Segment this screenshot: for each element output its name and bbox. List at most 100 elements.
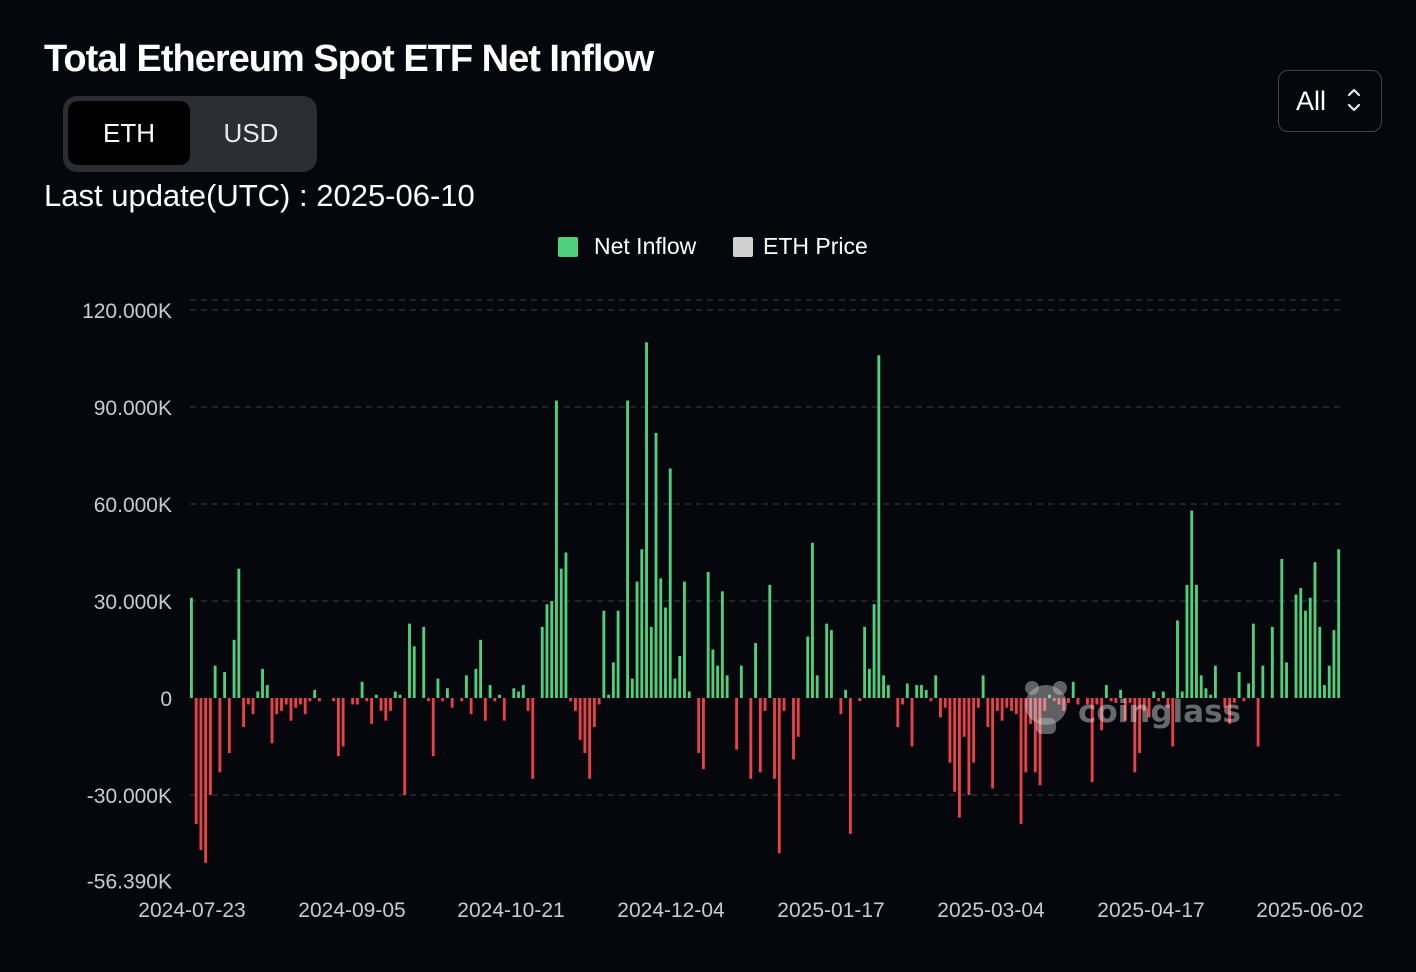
inflow-bar[interactable] [204, 698, 208, 863]
inflow-bar[interactable] [1024, 698, 1028, 773]
inflow-bar[interactable] [469, 698, 473, 715]
inflow-bar[interactable] [578, 698, 582, 741]
inflow-bar[interactable] [687, 691, 691, 698]
inflow-bar[interactable] [1123, 698, 1127, 721]
inflow-bar[interactable] [1299, 588, 1303, 698]
inflow-bar[interactable] [555, 400, 558, 698]
inflow-bar[interactable] [839, 698, 843, 715]
inflow-bar[interactable] [830, 630, 833, 698]
inflow-bar[interactable] [1185, 584, 1189, 698]
inflow-bar[interactable] [773, 698, 776, 779]
inflow-bar[interactable] [967, 698, 971, 795]
inflow-bar[interactable] [550, 601, 554, 698]
inflow-bar[interactable] [427, 698, 430, 702]
inflow-bar[interactable] [607, 694, 611, 698]
inflow-bar[interactable] [1294, 594, 1298, 698]
inflow-bar[interactable] [1171, 698, 1175, 747]
inflow-bar[interactable] [630, 678, 634, 698]
inflow-bar[interactable] [1005, 698, 1009, 708]
inflow-bar[interactable] [1318, 626, 1322, 698]
inflow-bar[interactable] [1100, 698, 1104, 731]
time-range-select[interactable]: All [1278, 70, 1382, 132]
inflow-bar[interactable] [569, 698, 573, 702]
inflow-bar[interactable] [441, 698, 445, 702]
inflow-bar[interactable] [1327, 665, 1331, 698]
inflow-bar[interactable] [1152, 691, 1156, 698]
inflow-bar[interactable] [1090, 698, 1094, 783]
inflow-bar[interactable] [611, 662, 615, 698]
inflow-bar[interactable] [654, 432, 658, 698]
inflow-bar[interactable] [1214, 665, 1217, 698]
inflow-bar[interactable] [1095, 698, 1099, 705]
unit-option-eth[interactable]: ETH [68, 101, 190, 165]
inflow-bar[interactable] [645, 342, 648, 698]
inflow-bar[interactable] [806, 636, 810, 698]
inflow-bar[interactable] [588, 698, 592, 779]
inflow-bar[interactable] [545, 604, 549, 698]
inflow-bar[interactable] [265, 685, 269, 698]
inflow-bar[interactable] [1228, 698, 1232, 724]
inflow-bar[interactable] [991, 698, 995, 789]
inflow-bar[interactable] [512, 688, 516, 698]
inflow-bar[interactable] [422, 626, 426, 698]
inflow-bar[interactable] [986, 698, 990, 728]
inflow-bar[interactable] [431, 698, 435, 757]
inflow-bar[interactable] [910, 698, 914, 747]
inflow-bar[interactable] [1119, 689, 1123, 698]
inflow-bar[interactable] [488, 685, 492, 698]
inflow-bar[interactable] [749, 698, 753, 779]
inflow-bar[interactable] [848, 698, 852, 834]
inflow-bar[interactable] [270, 698, 274, 744]
inflow-bar[interactable] [602, 610, 606, 698]
inflow-bar[interactable] [811, 542, 814, 698]
inflow-bar[interactable] [1014, 698, 1018, 715]
inflow-bar[interactable] [374, 694, 378, 698]
inflow-bar[interactable] [1256, 698, 1260, 747]
inflow-bar[interactable] [531, 698, 535, 779]
inflow-bar[interactable] [1242, 698, 1246, 702]
inflow-bar[interactable] [815, 675, 819, 698]
inflow-bar[interactable] [1223, 698, 1227, 708]
inflow-bar[interactable] [1337, 549, 1341, 698]
inflow-bar[interactable] [697, 698, 701, 753]
inflow-bar[interactable] [341, 698, 345, 747]
inflow-bar[interactable] [313, 689, 317, 698]
inflow-bar[interactable] [702, 698, 705, 770]
inflow-bar[interactable] [1323, 685, 1326, 698]
inflow-bar[interactable] [905, 683, 909, 698]
inflow-bar[interactable] [915, 685, 919, 698]
inflow-bar[interactable] [355, 698, 359, 705]
inflow-bar[interactable] [953, 698, 957, 792]
inflow-bar[interactable] [754, 643, 757, 698]
inflow-bar[interactable] [398, 694, 402, 698]
inflow-bar[interactable] [450, 698, 454, 708]
inflow-bar[interactable] [683, 581, 686, 698]
inflow-bar[interactable] [1176, 620, 1179, 698]
inflow-bar[interactable] [706, 571, 710, 698]
inflow-bar[interactable] [1142, 698, 1146, 711]
inflow-bar[interactable] [389, 698, 392, 711]
inflow-bar[interactable] [318, 698, 321, 702]
inflow-bar[interactable] [1180, 691, 1184, 698]
inflow-bar[interactable] [1285, 662, 1288, 698]
inflow-bar[interactable] [190, 597, 193, 698]
inflow-bar[interactable] [1128, 698, 1132, 703]
inflow-bar[interactable] [280, 698, 283, 711]
inflow-bar[interactable] [673, 678, 677, 698]
inflow-bar[interactable] [540, 626, 544, 698]
legend-label-net-inflow[interactable]: Net Inflow [594, 233, 697, 259]
inflow-bar[interactable] [592, 698, 596, 728]
inflow-bar[interactable] [1114, 698, 1118, 703]
inflow-bar[interactable] [1000, 698, 1004, 721]
inflow-bar[interactable] [332, 698, 336, 702]
inflow-bar[interactable] [668, 468, 672, 698]
inflow-bar[interactable] [711, 649, 715, 699]
inflow-bar[interactable] [242, 698, 245, 728]
inflow-bar[interactable] [792, 698, 795, 760]
legend-swatch-net-inflow[interactable] [558, 237, 578, 257]
inflow-bar[interactable] [1237, 672, 1241, 698]
legend-label-eth-price[interactable]: ETH Price [763, 233, 868, 259]
inflow-bar[interactable] [261, 668, 264, 698]
inflow-bar[interactable] [446, 688, 449, 698]
inflow-bar[interactable] [1038, 698, 1042, 786]
